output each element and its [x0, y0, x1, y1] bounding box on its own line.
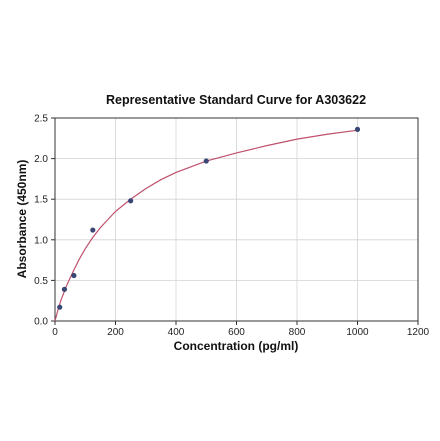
x-tick-label: 600 — [228, 327, 245, 338]
x-axis-label: Concentration (pg/ml) — [174, 339, 299, 353]
data-point — [128, 198, 134, 204]
data-point — [71, 272, 77, 279]
fit-curve-line — [54, 129, 358, 322]
x-tick-label: 0 — [52, 327, 58, 338]
grid — [54, 117, 419, 322]
x-tick-label: 200 — [107, 327, 124, 338]
x-tick-label: 1200 — [407, 327, 430, 338]
y-tick-label: 0.0 — [34, 317, 48, 328]
y-tick-label: 0.5 — [34, 276, 48, 287]
data-point — [90, 227, 96, 233]
data-point — [61, 286, 68, 292]
data-point — [57, 304, 63, 310]
y-tick-label: 1.5 — [34, 195, 48, 206]
x-tick-label: 800 — [289, 327, 306, 338]
y-tick-label: 2.5 — [34, 114, 48, 125]
y-axis-label: Absorbance (450nm) — [15, 160, 29, 279]
x-tick-label: 400 — [168, 327, 185, 338]
data-points — [57, 126, 361, 310]
x-tick-label: 1000 — [346, 327, 369, 338]
y-tick-label: 2.0 — [34, 154, 48, 165]
chart-title: Representative Standard Curve for A30362… — [106, 93, 366, 107]
data-point — [203, 158, 209, 164]
y-tick-label: 1.0 — [34, 235, 48, 246]
axis-ticks: 0 200 400 600 800 1000 1200 0.0 0.5 1.0 1.5 2.0 2.5 — [34, 114, 429, 339]
data-point — [354, 126, 361, 132]
